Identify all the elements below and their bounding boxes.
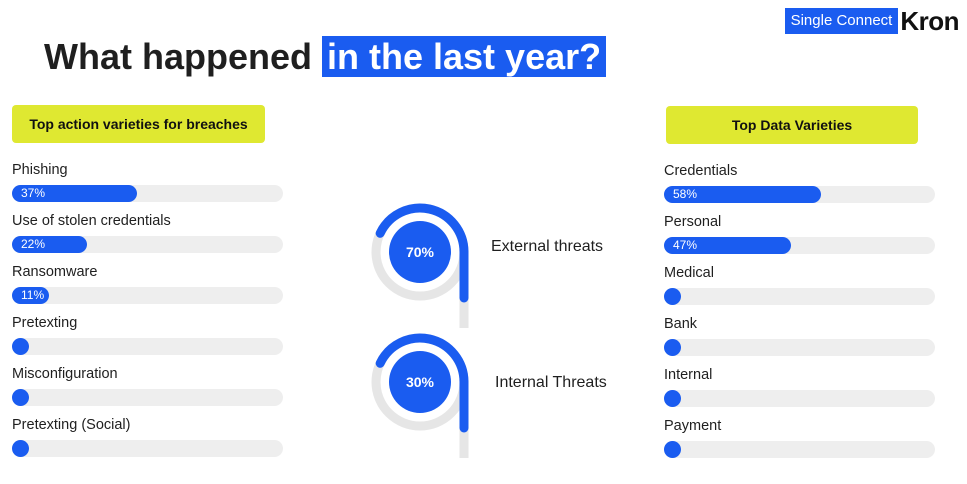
action-bar-label: Phishing	[12, 162, 68, 178]
data-variety-bar-track: 58%	[664, 186, 935, 203]
donut-arc	[375, 203, 469, 257]
left-panel-header: Top action varieties for breaches	[12, 105, 265, 143]
left-bar-chart: Phishing 37% Use of stolen credentials 22% R…	[12, 162, 283, 468]
action-bar-item: Pretexting (Social)	[12, 417, 283, 468]
data-variety-bar-track	[664, 339, 935, 356]
data-variety-bar-value-label: 47%	[673, 238, 698, 252]
threat-donut-svg: 70%	[371, 203, 469, 328]
action-bar-track	[12, 338, 283, 355]
action-bar-item: Pretexting	[12, 315, 283, 366]
action-bar-item: Use of stolen credentials 22%	[12, 213, 283, 264]
data-variety-bar	[664, 288, 681, 305]
internal-threats-donut: 30%	[368, 330, 478, 462]
action-bar-label: Misconfiguration	[12, 366, 118, 382]
data-variety-bar-item: Personal 47%	[664, 214, 935, 265]
data-variety-bar-track: 47%	[664, 237, 935, 254]
data-variety-bar-item: Credentials 58%	[664, 163, 935, 214]
donut-arc	[375, 333, 469, 387]
action-bar	[12, 338, 29, 355]
action-bar-track	[12, 389, 283, 406]
donut-center	[389, 351, 451, 413]
action-bar-label: Pretexting	[12, 315, 78, 331]
action-bar	[12, 389, 29, 406]
brand-logo: Single Connect Kron	[784, 6, 959, 36]
action-bar-label: Use of stolen credentials	[12, 213, 171, 229]
action-bar: 22%	[12, 236, 87, 253]
data-variety-bar	[664, 441, 681, 458]
external-threats-donut: 70%	[368, 200, 478, 332]
action-bar-label: Pretexting (Social)	[12, 417, 131, 433]
external-threats-label: External threats	[491, 238, 604, 255]
action-bar-value-label: 22%	[21, 237, 46, 251]
data-variety-bar: 58%	[664, 186, 821, 203]
title-main: What happened	[44, 36, 312, 77]
data-variety-bar-label: Bank	[664, 316, 698, 332]
data-variety-bar-label: Credentials	[664, 163, 738, 179]
donut-value-label: 30%	[406, 374, 435, 390]
data-variety-bar-item: Bank	[664, 316, 935, 367]
data-variety-bar-item: Internal	[664, 367, 935, 418]
action-bar-value-label: 11%	[21, 288, 45, 302]
brand-name: Kron	[900, 6, 959, 36]
action-bar-label: Ransomware	[12, 264, 98, 280]
data-variety-bar-label: Medical	[664, 265, 714, 281]
page-title: What happened in the last year?	[44, 36, 607, 78]
action-bar-item: Ransomware 11%	[12, 264, 283, 315]
data-variety-bar-track	[664, 441, 935, 458]
action-bar-track: 11%	[12, 287, 283, 304]
data-variety-bar-track	[664, 288, 935, 305]
threat-donut-svg: 30%	[371, 333, 469, 458]
internal-threats-label: Internal Threats	[495, 374, 607, 391]
action-bar-track: 22%	[12, 236, 283, 253]
data-variety-bar-label: Internal	[664, 367, 713, 383]
action-bar: 37%	[12, 185, 137, 202]
data-variety-bar-item: Medical	[664, 265, 935, 316]
right-panel-header: Top Data Varieties	[666, 106, 918, 144]
data-variety-bar-label: Payment	[664, 418, 722, 434]
data-variety-bar: 47%	[664, 237, 791, 254]
donut-center	[389, 221, 451, 283]
data-variety-bar-track	[664, 390, 935, 407]
data-variety-bar	[664, 390, 681, 407]
title-highlight: in the last year?	[322, 36, 607, 77]
data-variety-bar	[664, 339, 681, 356]
action-bar	[12, 440, 29, 457]
action-bar-value-label: 37%	[21, 186, 46, 200]
action-bar-track	[12, 440, 283, 457]
donut-value-label: 70%	[406, 244, 435, 260]
action-bar-track: 37%	[12, 185, 283, 202]
data-variety-bar-item: Payment	[664, 418, 935, 469]
data-variety-bar-value-label: 58%	[673, 187, 698, 201]
action-bar-item: Misconfiguration	[12, 366, 283, 417]
right-bar-chart: Credentials 58% Personal 47% Medical Bank Inte…	[664, 163, 935, 469]
brand-tag: Single Connect	[784, 8, 899, 34]
action-bar-item: Phishing 37%	[12, 162, 283, 213]
action-bar: 11%	[12, 287, 49, 304]
data-variety-bar-label: Personal	[664, 214, 722, 230]
